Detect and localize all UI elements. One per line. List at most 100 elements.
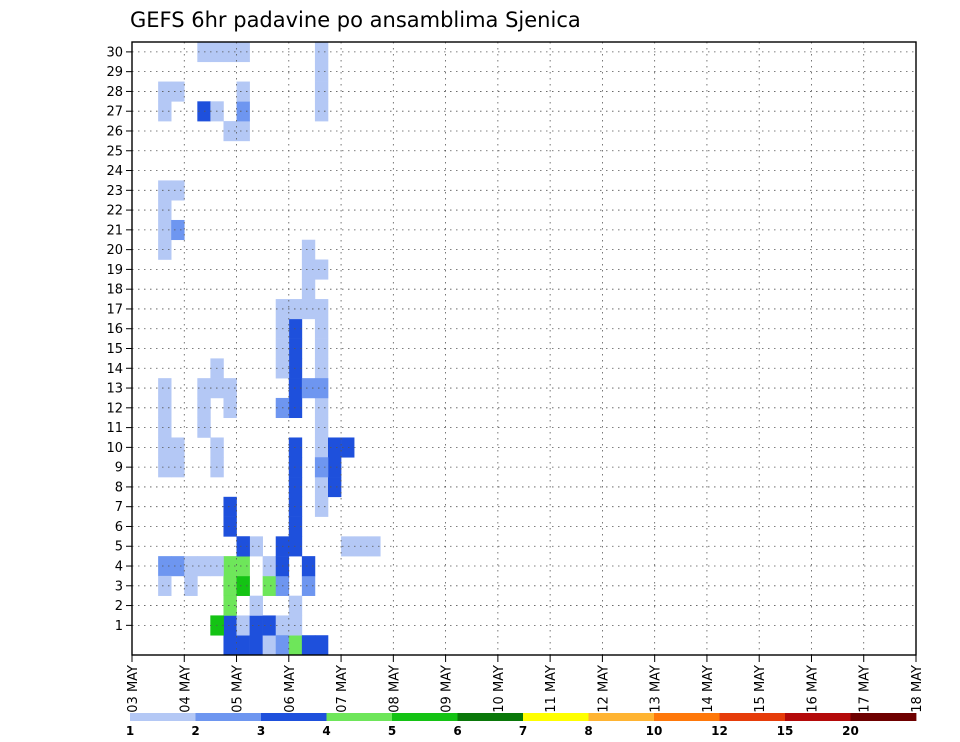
heatmap-cell — [223, 378, 237, 399]
heatmap-cell — [171, 556, 185, 577]
y-tick-label: 10 — [106, 441, 123, 456]
y-tick-label: 15 — [106, 342, 123, 357]
x-tick-label: 17 MAY — [858, 665, 873, 713]
heatmap-cell — [158, 457, 172, 478]
heatmap-cell — [171, 180, 185, 201]
y-tick-label: 18 — [106, 283, 123, 298]
heatmap-cell — [328, 477, 342, 498]
y-tick-label: 17 — [106, 302, 123, 317]
y-tick-label: 19 — [106, 263, 123, 278]
x-tick-label: 06 MAY — [283, 665, 298, 713]
y-tick-label: 24 — [106, 164, 123, 179]
heatmap-cell — [171, 457, 185, 478]
x-tick-label: 04 MAY — [178, 665, 193, 713]
legend-label: 20 — [842, 724, 859, 738]
legend-label: 4 — [322, 724, 330, 738]
heatmap-cell — [314, 477, 329, 498]
x-tick-label: 11 MAY — [544, 665, 559, 713]
legend-swatch — [392, 713, 458, 721]
y-tick-label: 14 — [106, 362, 123, 377]
y-tick-label: 25 — [106, 144, 123, 159]
heatmap-cell — [301, 378, 316, 399]
heatmap-cell — [262, 615, 277, 636]
y-tick-label: 5 — [115, 540, 123, 555]
heatmap-cell — [314, 496, 329, 517]
x-tick-label: 03 MAY — [126, 665, 141, 713]
heatmap-cell — [288, 635, 303, 656]
x-tick-label: 05 MAY — [231, 665, 246, 713]
heatmap-cell — [236, 121, 250, 142]
legend-swatch — [261, 713, 327, 721]
legend-swatch — [850, 713, 917, 721]
heatmap-cell — [236, 556, 250, 577]
y-tick-label: 6 — [115, 520, 123, 535]
heatmap-cell — [158, 397, 172, 419]
heatmap-cell — [301, 635, 316, 656]
heatmap-cell — [314, 635, 329, 656]
heatmap-cell — [236, 575, 250, 596]
heatmap-cell — [223, 397, 237, 419]
y-tick-label: 28 — [106, 85, 123, 100]
y-tick-label: 12 — [106, 401, 123, 416]
x-tick-label: 14 MAY — [701, 665, 716, 713]
heatmap-cell — [314, 318, 329, 339]
heatmap-cell — [301, 299, 316, 320]
legend-swatch — [130, 713, 196, 721]
y-axis-ticks: 1234567891011121314151617181920212223242… — [106, 45, 132, 634]
heatmap-cell — [314, 81, 329, 102]
heatmap-cell — [158, 437, 172, 458]
heatmap-cell — [158, 101, 172, 122]
y-tick-label: 16 — [106, 322, 123, 337]
heatmap-cell — [223, 556, 237, 577]
legend-label: 10 — [646, 724, 663, 738]
heatmap-cell — [158, 575, 172, 596]
y-tick-label: 11 — [106, 421, 123, 436]
heatmap-cell — [314, 417, 329, 438]
x-tick-label: 10 MAY — [492, 665, 507, 713]
heatmap-cell — [236, 81, 250, 102]
y-tick-label: 7 — [115, 500, 123, 515]
x-tick-label: 12 MAY — [596, 665, 611, 713]
heatmap-cell — [236, 536, 250, 557]
heatmap-cell — [223, 42, 237, 63]
heatmap-cell — [262, 635, 277, 656]
legend-swatch — [719, 713, 786, 721]
x-tick-label: 13 MAY — [649, 665, 664, 713]
heatmap-cells — [158, 42, 381, 656]
y-tick-label: 21 — [106, 223, 123, 238]
heatmap-cell — [314, 42, 329, 63]
heatmap-cell — [171, 219, 185, 241]
heatmap-cell — [314, 358, 329, 379]
heatmap-cell — [301, 239, 316, 260]
legend-swatch — [785, 713, 851, 721]
legend-label: 2 — [191, 724, 199, 738]
heatmap-cell — [158, 200, 172, 221]
heatmap-cell — [367, 536, 381, 557]
heatmap-cell — [223, 516, 237, 537]
heatmap-cell — [314, 61, 329, 82]
heatmap-cell — [301, 279, 316, 300]
legend-label: 3 — [257, 724, 265, 738]
x-tick-label: 15 MAY — [753, 665, 768, 713]
heatmap-cell — [184, 556, 198, 577]
legend-label: 7 — [519, 724, 527, 738]
heatmap-cell — [158, 556, 172, 577]
heatmap-cell — [262, 575, 277, 596]
y-tick-label: 13 — [106, 382, 123, 397]
x-tick-label: 07 MAY — [335, 665, 350, 713]
heatmap-cell — [341, 437, 355, 458]
heatmap-cell — [158, 81, 172, 102]
x-tick-label: 16 MAY — [805, 665, 820, 713]
heatmap-cell — [249, 536, 263, 557]
heatmap-cell — [301, 575, 316, 596]
heatmap-cell — [314, 299, 329, 320]
heatmap-cell — [158, 378, 172, 399]
heatmap-cell — [328, 457, 342, 478]
heatmap-cell — [236, 615, 250, 636]
legend-label: 12 — [711, 724, 728, 738]
x-tick-label: 18 MAY — [910, 665, 925, 713]
y-tick-label: 9 — [115, 461, 123, 476]
y-tick-label: 26 — [106, 124, 123, 139]
legend-swatch — [523, 713, 589, 721]
